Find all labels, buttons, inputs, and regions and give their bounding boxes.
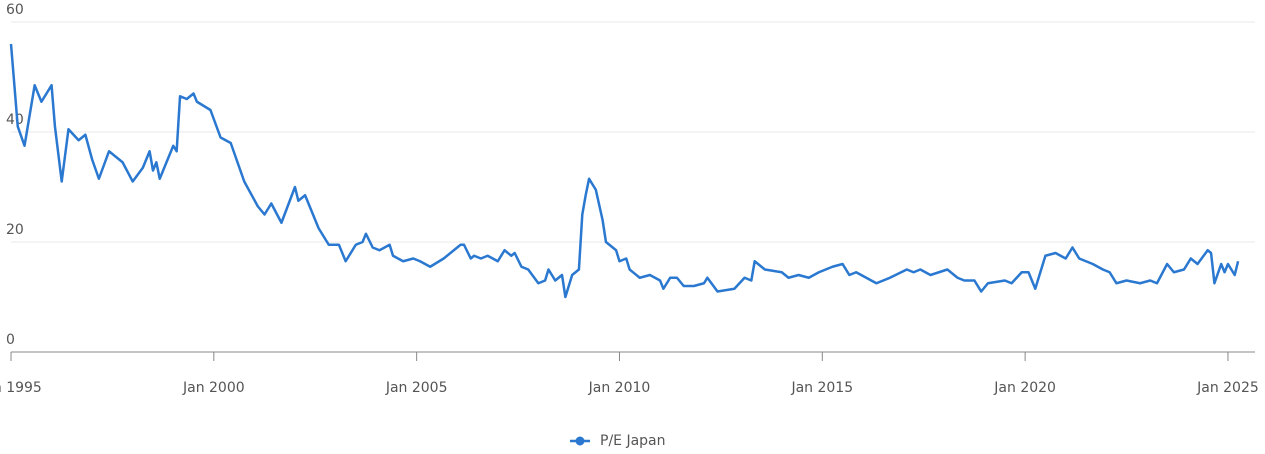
x-tick-label: Jan 1995 [0,380,42,396]
x-tick-label: Jan 2015 [790,380,853,396]
x-tick-label: Jan 2005 [385,380,448,396]
line [9,43,1240,299]
legend-label: P/E Japan [600,433,666,449]
x-tick-label: Jan 2010 [588,380,651,396]
legend-marker [575,436,585,446]
x-tick-label: Jan 2020 [993,380,1056,396]
x-tick-label: Jan 2000 [182,380,245,396]
y-tick-label: 0 [6,332,15,348]
y-tick-label: 60 [6,2,24,18]
y-tick-label: 40 [6,112,24,128]
y-tick-label: 20 [6,222,24,238]
x-tick-label: Jan 2025 [1196,380,1259,396]
